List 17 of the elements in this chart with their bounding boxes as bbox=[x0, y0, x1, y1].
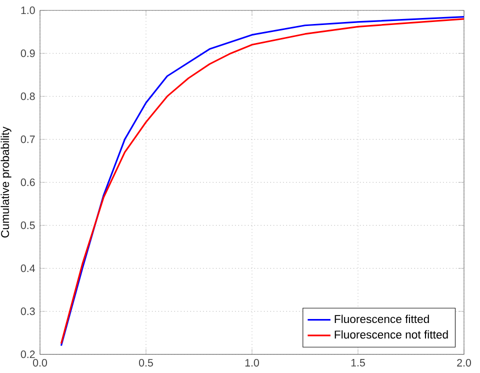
y-tick-label: 0.7 bbox=[20, 136, 35, 144]
y-tick-label: 0.5 bbox=[20, 222, 35, 230]
y-tick-label: 1.0 bbox=[21, 6, 35, 14]
x-tick-label: 2.0 bbox=[457, 359, 471, 367]
x-tick-label: 1.5 bbox=[351, 359, 365, 366]
y-tick-label: 0.9 bbox=[20, 50, 35, 58]
y-tick-label: 0.8 bbox=[20, 92, 35, 100]
y-axis-title: Cumulative probability bbox=[0, 126, 12, 238]
y-tick-label: 0.3 bbox=[20, 308, 35, 316]
legend-label: Fluorescence fitted bbox=[334, 314, 429, 324]
x-tick-label: 0.5 bbox=[139, 359, 153, 367]
y-tick-label: 0.2 bbox=[20, 350, 35, 358]
y-tick-label: 0.6 bbox=[20, 178, 35, 186]
x-tick-label: 0.0 bbox=[33, 359, 48, 367]
legend-label: Fluorescence not fitted bbox=[334, 330, 448, 339]
y-tick-label: 0.4 bbox=[20, 264, 35, 272]
x-tick-label: 1.0 bbox=[245, 359, 259, 367]
